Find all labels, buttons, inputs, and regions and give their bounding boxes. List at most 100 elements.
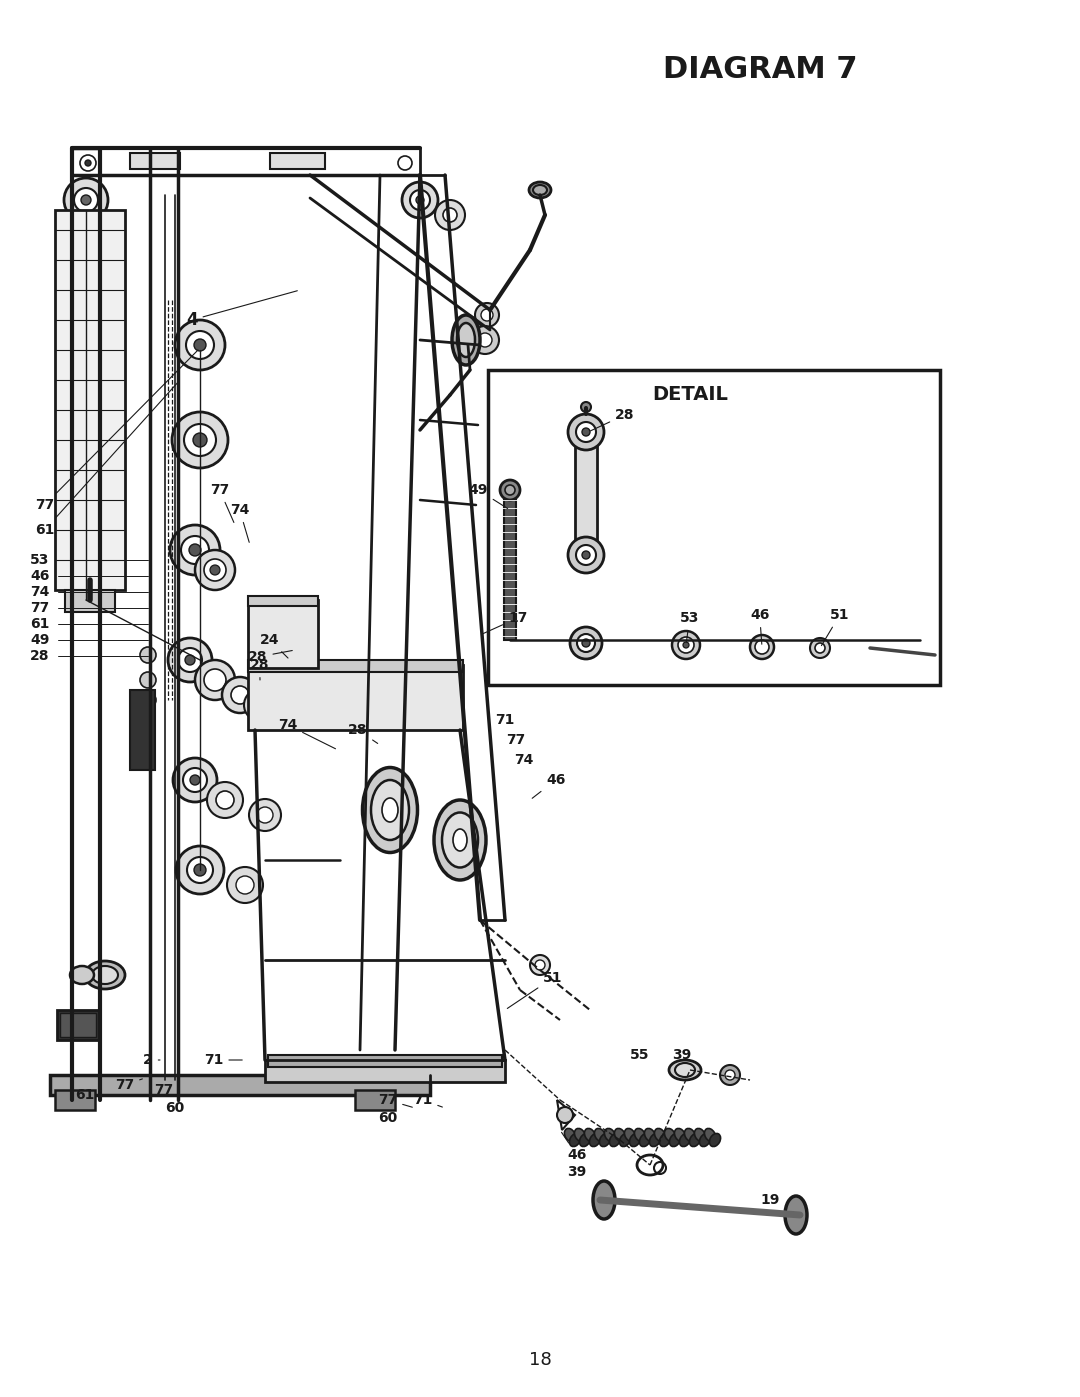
Circle shape	[231, 686, 249, 704]
Circle shape	[204, 559, 226, 581]
Circle shape	[505, 485, 515, 495]
Circle shape	[194, 863, 206, 876]
Ellipse shape	[534, 184, 546, 196]
Circle shape	[672, 631, 700, 659]
Circle shape	[557, 1106, 573, 1123]
Bar	[55, 210, 125, 590]
Ellipse shape	[434, 800, 486, 880]
Ellipse shape	[569, 1133, 581, 1147]
Ellipse shape	[609, 1133, 621, 1147]
Text: 53: 53	[30, 553, 50, 567]
Ellipse shape	[654, 1129, 665, 1141]
Circle shape	[185, 655, 195, 665]
Ellipse shape	[565, 1129, 576, 1141]
Circle shape	[678, 637, 694, 652]
Text: 46: 46	[562, 1133, 586, 1162]
Circle shape	[810, 638, 831, 658]
Text: 60: 60	[165, 1101, 185, 1115]
Ellipse shape	[70, 965, 94, 983]
Circle shape	[475, 303, 499, 327]
Text: 77: 77	[210, 483, 234, 522]
Circle shape	[478, 332, 492, 346]
Ellipse shape	[529, 182, 551, 198]
Circle shape	[576, 545, 596, 564]
Circle shape	[568, 414, 604, 450]
Ellipse shape	[675, 1063, 696, 1077]
Circle shape	[75, 189, 98, 212]
Bar	[488, 370, 940, 685]
Ellipse shape	[453, 828, 467, 851]
Circle shape	[815, 643, 825, 652]
Circle shape	[443, 208, 457, 222]
Text: 46: 46	[532, 773, 565, 798]
Text: 71: 71	[413, 1092, 443, 1106]
Bar	[57, 1010, 99, 1039]
Circle shape	[140, 647, 156, 664]
Text: 77: 77	[378, 1092, 413, 1108]
Circle shape	[530, 956, 550, 975]
Ellipse shape	[685, 1129, 696, 1141]
Ellipse shape	[590, 1133, 600, 1147]
Bar	[248, 665, 463, 731]
Text: 77: 77	[114, 1078, 143, 1092]
Ellipse shape	[639, 1133, 650, 1147]
Ellipse shape	[689, 1133, 701, 1147]
Ellipse shape	[453, 314, 480, 365]
Bar	[55, 1090, 95, 1111]
Bar	[60, 1013, 96, 1037]
Circle shape	[204, 669, 226, 692]
Bar	[575, 430, 597, 560]
Ellipse shape	[645, 1129, 656, 1141]
Circle shape	[750, 636, 774, 659]
Text: 61: 61	[75, 1088, 94, 1102]
Circle shape	[582, 550, 590, 559]
Circle shape	[435, 200, 465, 231]
Text: 74: 74	[514, 753, 534, 767]
Ellipse shape	[85, 961, 125, 989]
Circle shape	[210, 564, 220, 576]
Circle shape	[399, 156, 411, 170]
Text: DETAIL: DETAIL	[652, 386, 728, 405]
Text: 18: 18	[528, 1351, 552, 1369]
Ellipse shape	[372, 780, 409, 840]
Text: 61: 61	[35, 381, 178, 536]
Text: 60: 60	[378, 1111, 397, 1125]
Text: 77: 77	[35, 351, 198, 511]
Ellipse shape	[694, 1129, 705, 1141]
Circle shape	[207, 782, 243, 819]
Bar	[130, 154, 180, 169]
Ellipse shape	[630, 1133, 640, 1147]
Ellipse shape	[660, 1133, 671, 1147]
Text: 4: 4	[186, 291, 297, 330]
Circle shape	[173, 759, 217, 802]
Text: 39: 39	[672, 1048, 691, 1062]
Circle shape	[186, 331, 214, 359]
Circle shape	[402, 182, 438, 218]
Ellipse shape	[700, 1133, 711, 1147]
Ellipse shape	[594, 1129, 606, 1141]
Circle shape	[176, 847, 224, 894]
Text: 74: 74	[278, 718, 336, 749]
Circle shape	[252, 697, 268, 712]
Bar	[65, 590, 114, 612]
Ellipse shape	[664, 1129, 676, 1141]
Text: 24: 24	[260, 633, 288, 658]
Circle shape	[410, 190, 430, 210]
Text: 53: 53	[680, 610, 700, 643]
Ellipse shape	[605, 1129, 616, 1141]
Bar	[248, 599, 318, 668]
Ellipse shape	[593, 1180, 615, 1220]
Ellipse shape	[584, 1129, 595, 1141]
Circle shape	[184, 425, 216, 455]
Text: 46: 46	[30, 569, 50, 583]
Circle shape	[577, 634, 595, 652]
Text: 74: 74	[30, 585, 50, 599]
Circle shape	[683, 643, 689, 648]
Ellipse shape	[363, 767, 418, 852]
Circle shape	[720, 1065, 740, 1085]
Text: 77: 77	[507, 733, 525, 747]
Circle shape	[471, 326, 499, 353]
Ellipse shape	[580, 1133, 591, 1147]
Circle shape	[64, 177, 108, 222]
Circle shape	[194, 339, 206, 351]
